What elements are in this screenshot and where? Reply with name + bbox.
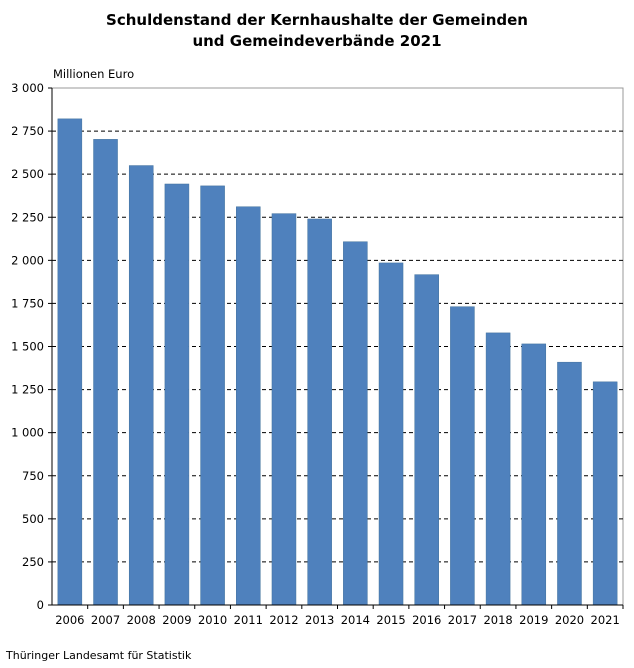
y-tick-label: 750	[22, 469, 44, 483]
y-tick-label: 1 000	[11, 426, 44, 440]
x-tick-label: 2009	[162, 613, 191, 627]
y-tick-label: 1 750	[11, 296, 44, 310]
chart-title-line1: Schuldenstand der Kernhaushalte der Geme…	[106, 11, 528, 29]
bar-2012	[271, 213, 297, 606]
x-tick-label: 2020	[555, 613, 584, 627]
y-tick-label: 2 250	[11, 210, 44, 224]
x-tick-label: 2011	[234, 613, 263, 627]
y-tick-label: 500	[22, 512, 44, 526]
y-axis-label: Millionen Euro	[53, 67, 134, 81]
bar-2009	[164, 183, 190, 606]
x-tick-label: 2017	[448, 613, 477, 627]
bar-2015	[378, 262, 404, 606]
x-tick-label: 2014	[341, 613, 370, 627]
bar-2006	[57, 118, 83, 606]
y-tick-label: 2 000	[11, 253, 44, 267]
x-tick-label: 2021	[591, 613, 620, 627]
bar-2020	[557, 361, 582, 606]
bar-2008	[128, 165, 154, 606]
source-note: Thüringer Landesamt für Statistik	[6, 649, 192, 662]
y-tick-label: 250	[22, 555, 44, 569]
y-tick-label: 1 500	[11, 340, 44, 354]
chart-title-line2: und Gemeindeverbände 2021	[192, 32, 442, 50]
y-tick-label: 3 000	[11, 81, 44, 95]
chart-title: Schuldenstand der Kernhaushalte der Geme…	[0, 10, 634, 52]
bar-2017	[450, 306, 475, 606]
x-tick-label: 2007	[91, 613, 120, 627]
y-tick-label: 2 750	[11, 124, 44, 138]
x-tick-label: 2008	[127, 613, 156, 627]
y-tick-label: 1 250	[11, 383, 44, 397]
x-tick-label: 2006	[55, 613, 84, 627]
y-tick-label: 0	[37, 598, 44, 612]
x-tick-label: 2013	[305, 613, 334, 627]
bar-2018	[485, 332, 511, 606]
bar-2019	[521, 343, 547, 606]
bar-2021	[592, 381, 618, 606]
x-tick-label: 2012	[269, 613, 298, 627]
x-tick-label: 2019	[519, 613, 548, 627]
bar-2014	[343, 241, 368, 606]
x-tick-label: 2010	[198, 613, 227, 627]
bar-2011	[236, 206, 261, 606]
x-tick-label: 2016	[412, 613, 441, 627]
x-tick-label: 2015	[376, 613, 405, 627]
bar-2010	[200, 185, 225, 606]
bar-2007	[93, 139, 118, 606]
bar-2013	[307, 218, 332, 606]
y-tick-label: 2 500	[11, 167, 44, 181]
bar-2016	[414, 274, 439, 606]
x-tick-label: 2018	[483, 613, 512, 627]
